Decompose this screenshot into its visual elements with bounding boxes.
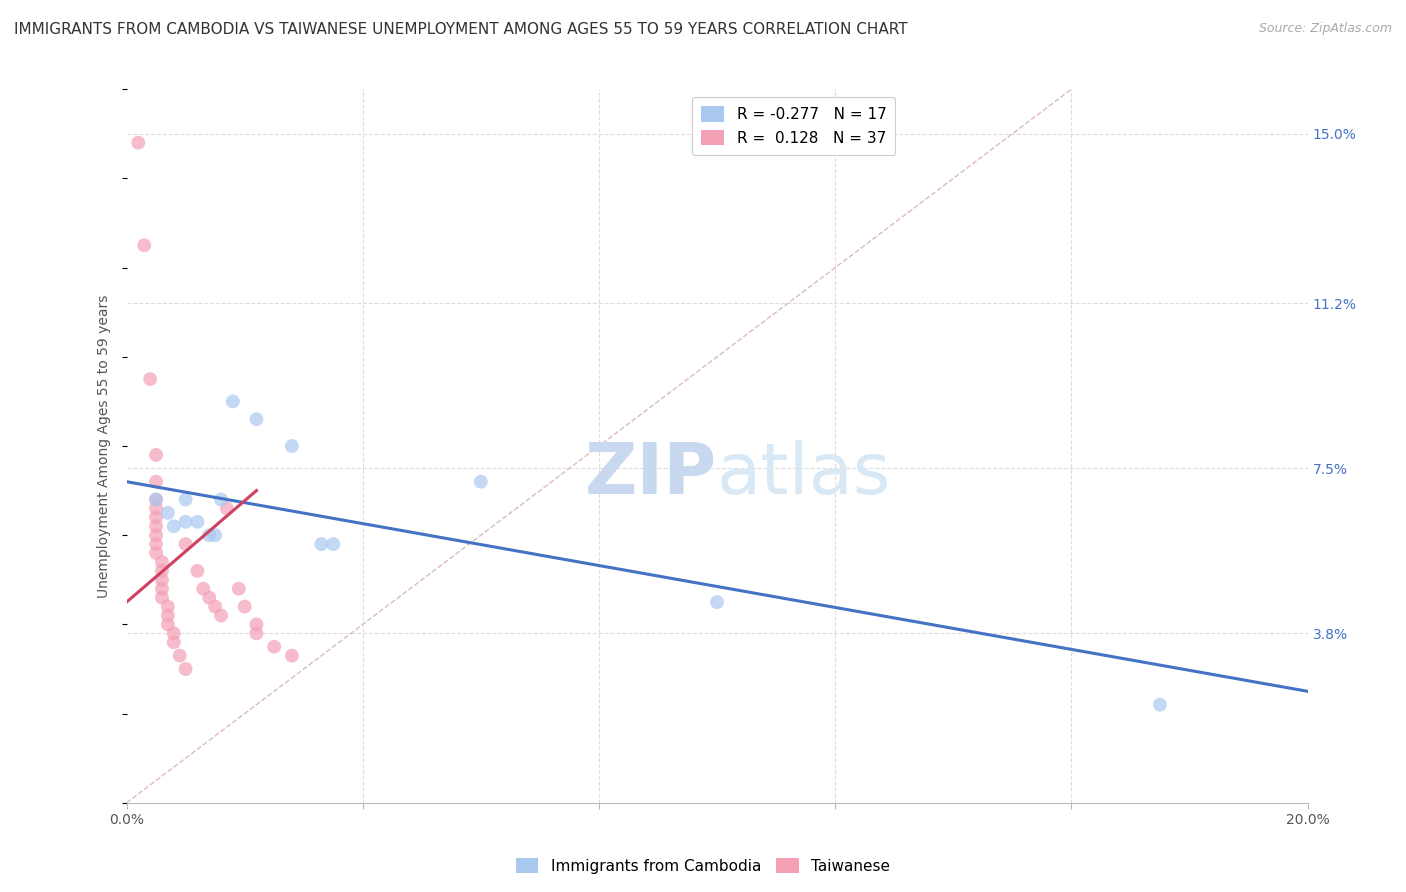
Point bbox=[145, 448, 167, 462]
Y-axis label: Unemployment Among Ages 55 to 59 years: Unemployment Among Ages 55 to 59 years bbox=[97, 294, 111, 598]
Point bbox=[209, 608, 232, 623]
Point bbox=[150, 573, 173, 587]
Point bbox=[706, 595, 728, 609]
Point bbox=[145, 546, 167, 560]
Point bbox=[150, 564, 173, 578]
Text: Source: ZipAtlas.com: Source: ZipAtlas.com bbox=[1258, 22, 1392, 36]
Point bbox=[145, 537, 167, 551]
Point bbox=[311, 537, 333, 551]
Point bbox=[198, 591, 221, 605]
Point bbox=[186, 564, 208, 578]
Point bbox=[193, 582, 215, 596]
Legend: R = -0.277   N = 17, R =  0.128   N = 37: R = -0.277 N = 17, R = 0.128 N = 37 bbox=[692, 97, 896, 155]
Point bbox=[163, 519, 186, 533]
Point bbox=[470, 475, 492, 489]
Point bbox=[204, 528, 226, 542]
Point bbox=[174, 537, 197, 551]
Point bbox=[156, 608, 179, 623]
Point bbox=[145, 475, 167, 489]
Point bbox=[281, 648, 304, 663]
Point bbox=[150, 591, 173, 605]
Point bbox=[139, 372, 162, 386]
Point bbox=[150, 555, 173, 569]
Point bbox=[245, 617, 267, 632]
Point bbox=[145, 492, 167, 507]
Point bbox=[233, 599, 256, 614]
Point bbox=[145, 492, 167, 507]
Point bbox=[145, 528, 167, 542]
Point bbox=[174, 492, 197, 507]
Point bbox=[134, 238, 156, 252]
Point bbox=[322, 537, 344, 551]
Point bbox=[1149, 698, 1171, 712]
Point bbox=[156, 506, 179, 520]
Point bbox=[156, 599, 179, 614]
Text: ZIP: ZIP bbox=[585, 440, 717, 509]
Point bbox=[174, 515, 197, 529]
Point bbox=[215, 501, 238, 516]
Point bbox=[163, 635, 186, 649]
Point bbox=[186, 515, 208, 529]
Point bbox=[145, 510, 167, 524]
Point bbox=[169, 648, 191, 663]
Text: IMMIGRANTS FROM CAMBODIA VS TAIWANESE UNEMPLOYMENT AMONG AGES 55 TO 59 YEARS COR: IMMIGRANTS FROM CAMBODIA VS TAIWANESE UN… bbox=[14, 22, 908, 37]
Point bbox=[198, 528, 221, 542]
Text: atlas: atlas bbox=[717, 440, 891, 509]
Point bbox=[222, 394, 245, 409]
Point bbox=[145, 519, 167, 533]
Legend: Immigrants from Cambodia, Taiwanese: Immigrants from Cambodia, Taiwanese bbox=[509, 852, 897, 880]
Point bbox=[281, 439, 304, 453]
Point bbox=[163, 626, 186, 640]
Point bbox=[145, 501, 167, 516]
Point bbox=[245, 412, 267, 426]
Point bbox=[245, 626, 267, 640]
Point bbox=[263, 640, 285, 654]
Point bbox=[127, 136, 149, 150]
Point bbox=[156, 617, 179, 632]
Point bbox=[174, 662, 197, 676]
Point bbox=[228, 582, 250, 596]
Point bbox=[209, 492, 232, 507]
Point bbox=[204, 599, 226, 614]
Point bbox=[150, 582, 173, 596]
